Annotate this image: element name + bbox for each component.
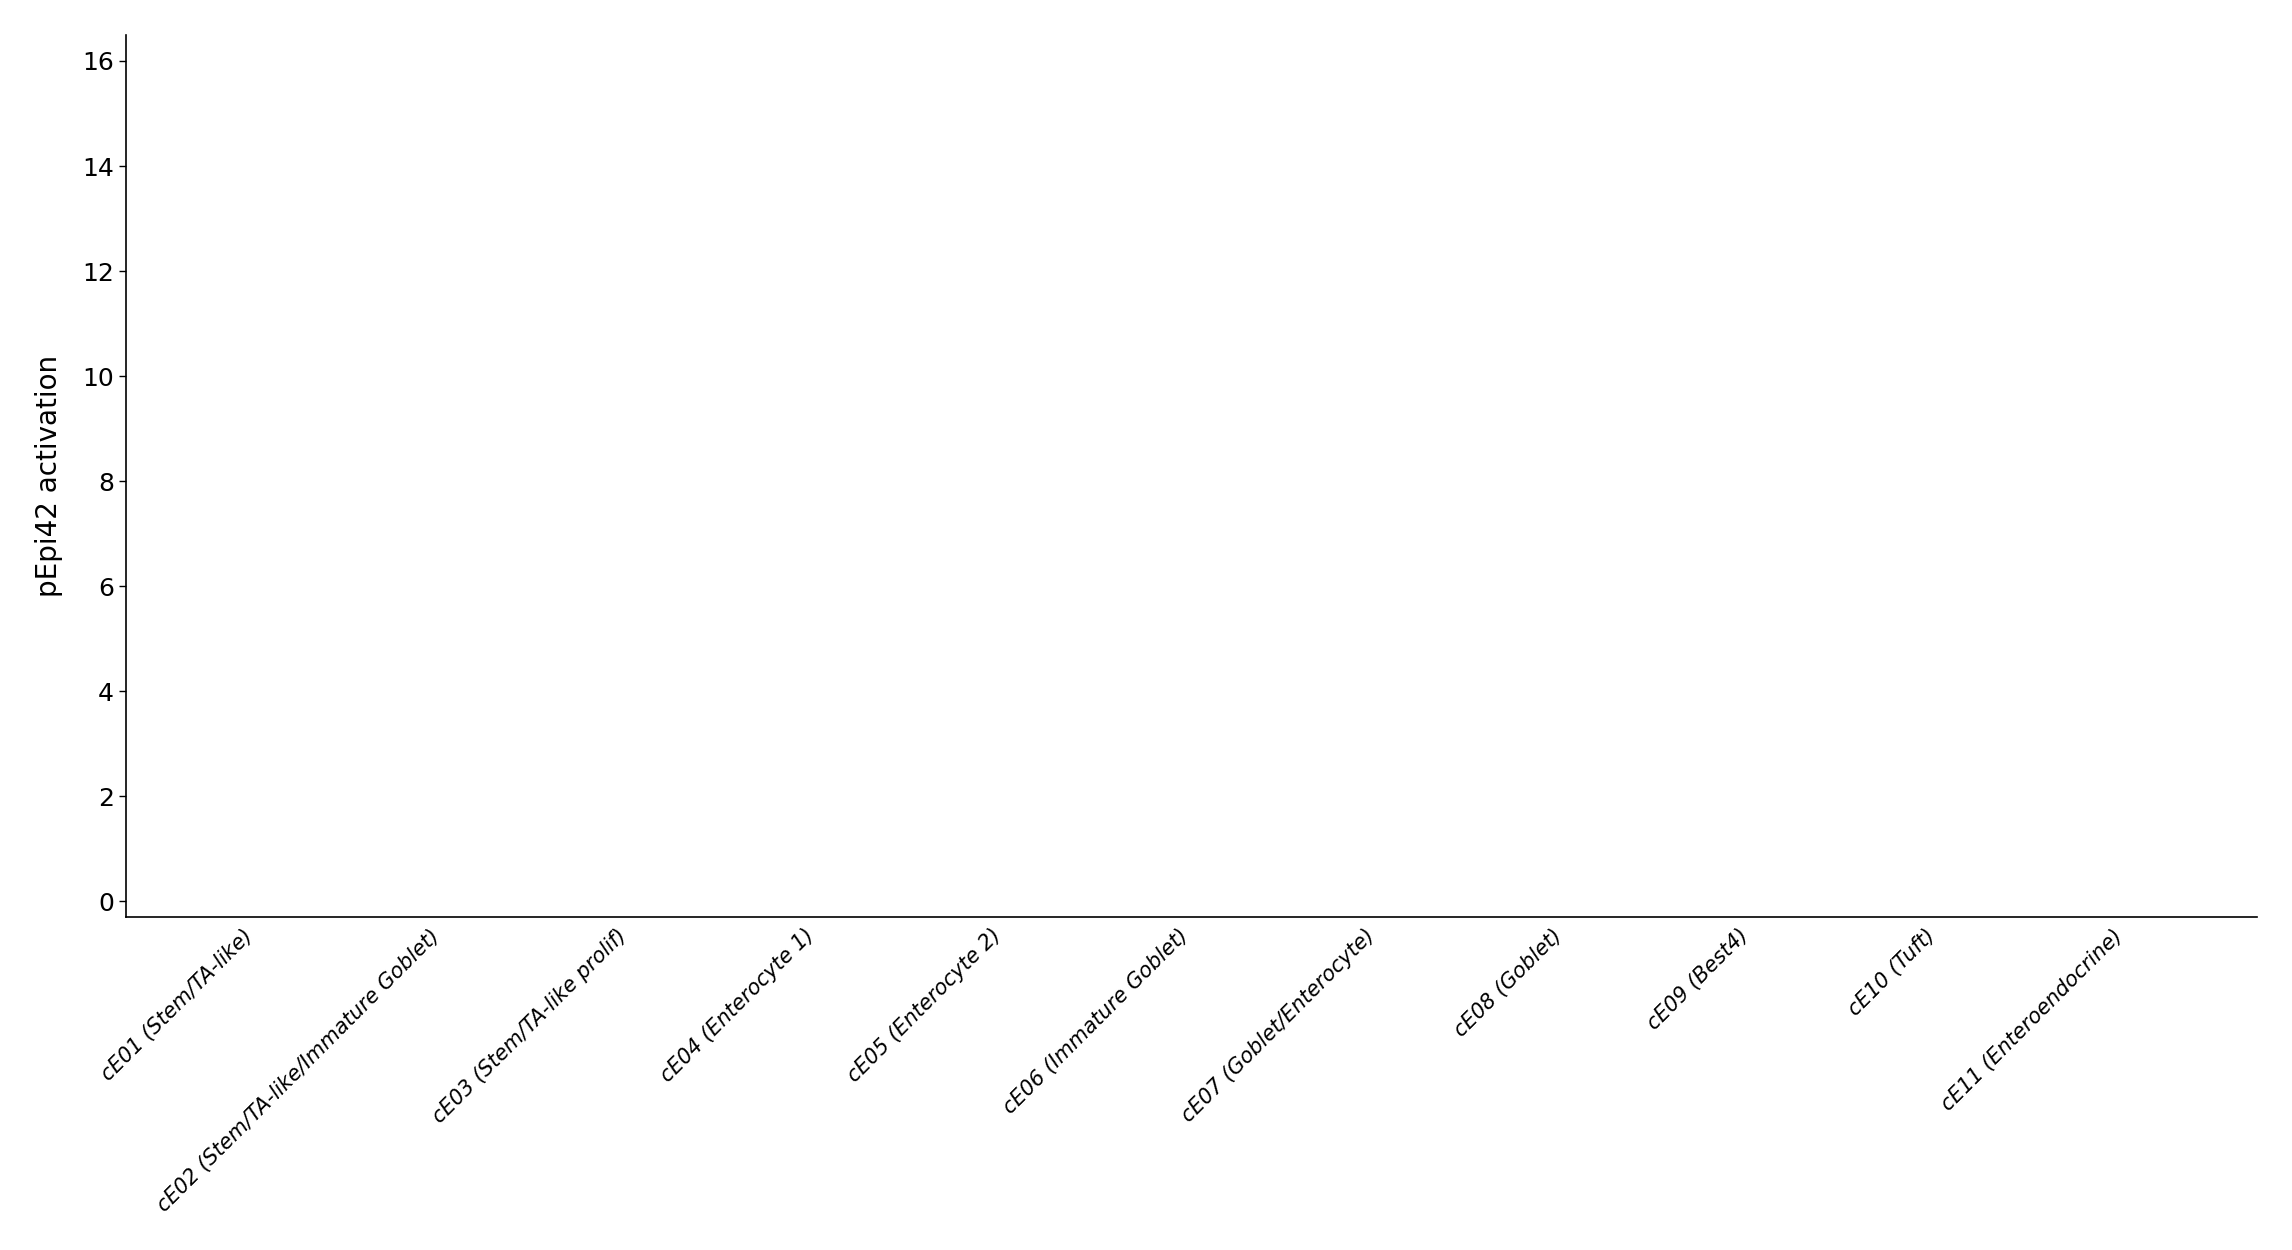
Y-axis label: pEpi42 activation: pEpi42 activation — [34, 355, 62, 598]
